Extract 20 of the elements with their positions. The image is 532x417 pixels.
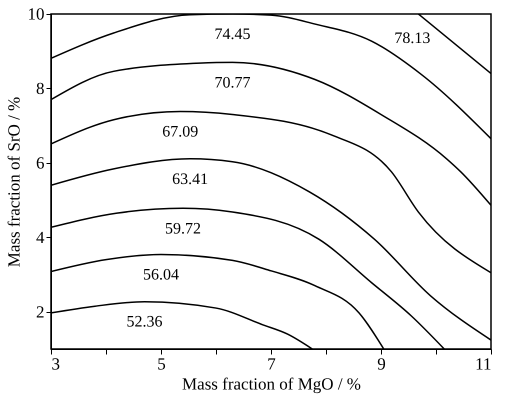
series-label: 56.04 [143,266,179,284]
y-tick-label: 2 [36,302,44,322]
x-tick-label: 11 [475,354,492,374]
series-label: 70.77 [214,74,250,92]
series-label: 59.72 [165,220,201,238]
y-axis-title: Mass fraction of SrO / % [4,96,24,268]
x-tick-label: 3 [52,354,60,374]
series-label: 63.41 [172,170,208,188]
y-tick-label: 10 [28,4,44,24]
x-tick-label: 5 [157,354,166,374]
series-label: 74.45 [214,26,250,43]
y-tick-label: 6 [36,153,44,172]
x-tick-label: 9 [377,354,386,374]
y-tick-label: 8 [36,78,44,98]
x-axis-title: Mass fraction of MgO / % [182,374,361,394]
x-tick-label: 7 [267,354,276,374]
series-label: 67.09 [162,124,198,141]
series-label: 52.36 [126,314,162,331]
series-label: 78.13 [394,30,430,47]
y-tick-label: 4 [36,228,45,247]
